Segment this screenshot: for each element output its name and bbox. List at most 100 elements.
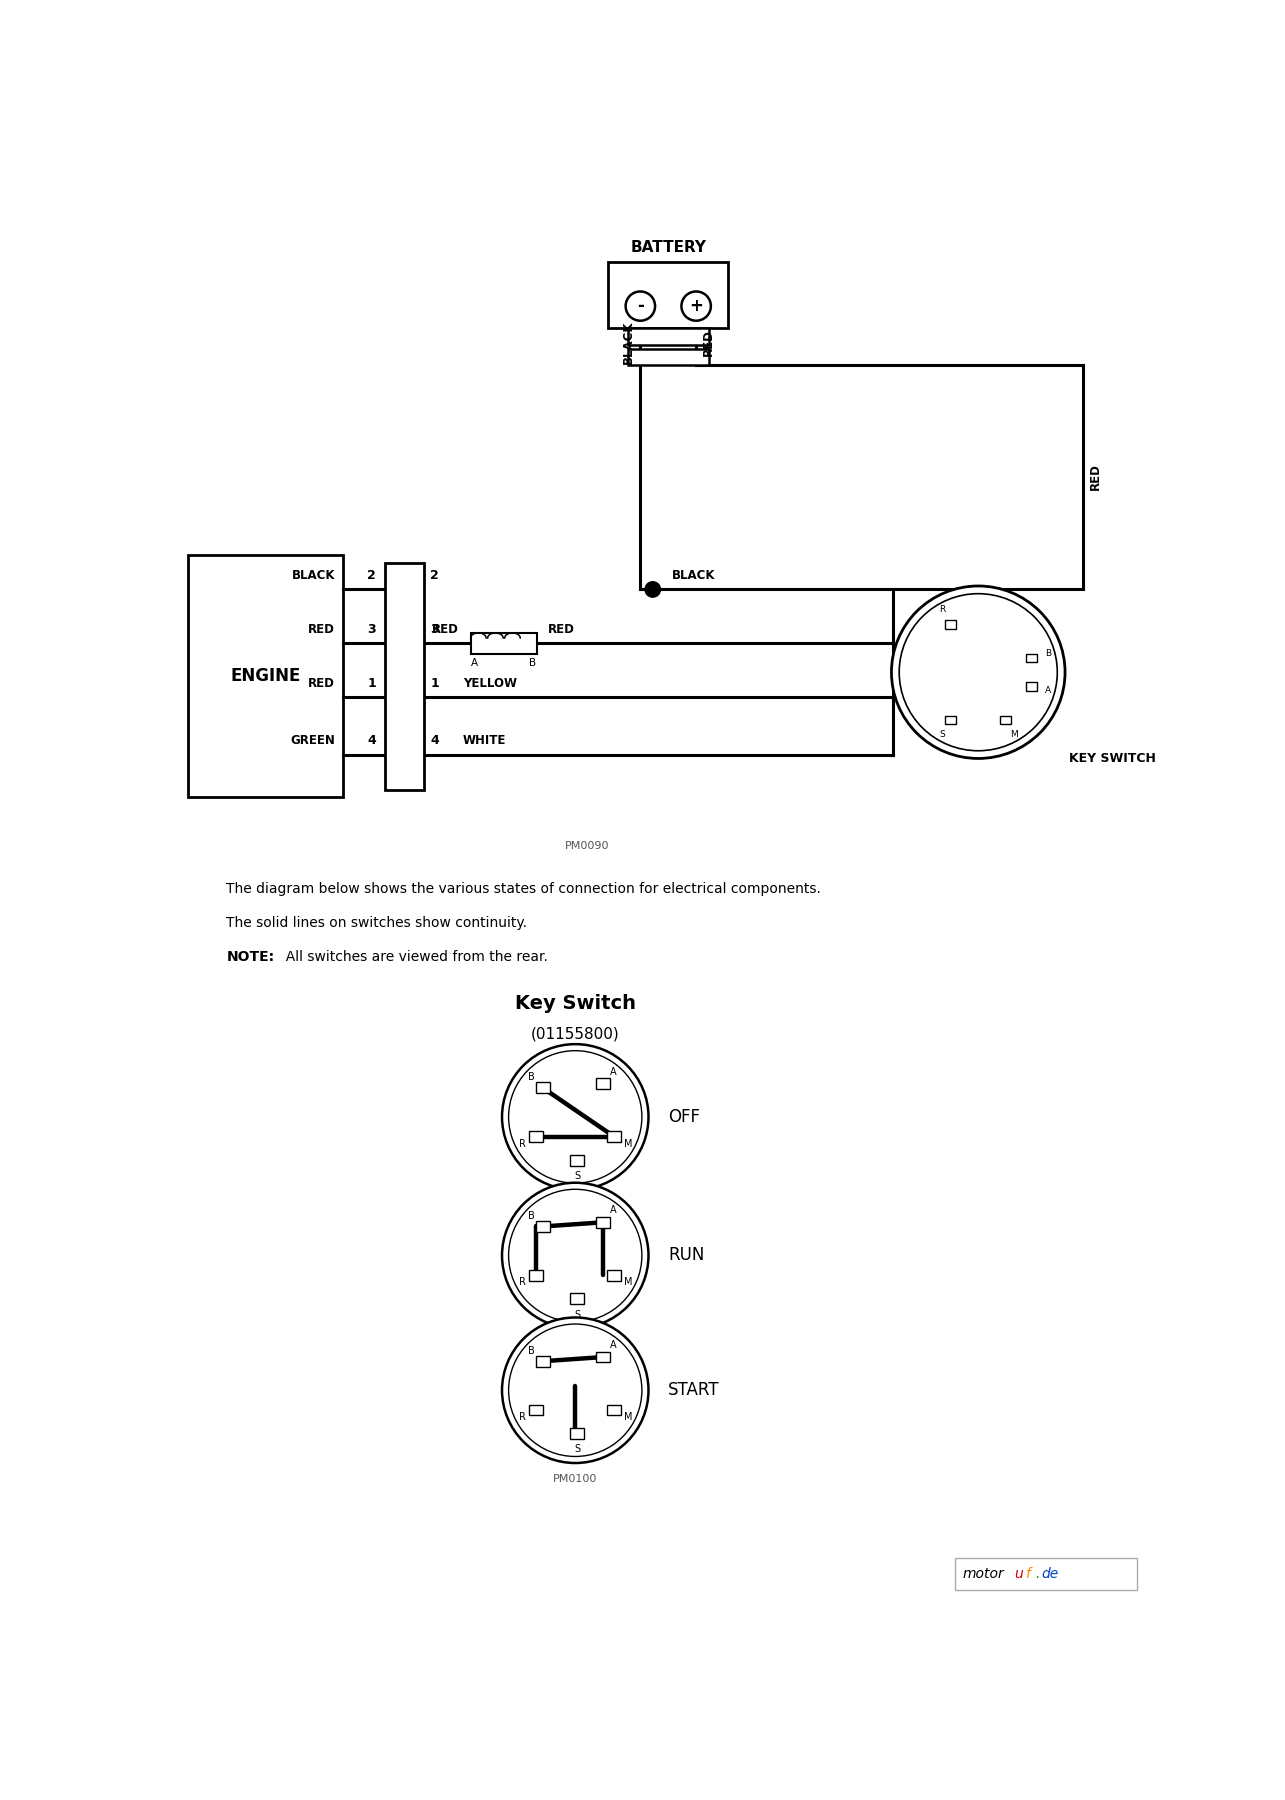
- Bar: [1027, 682, 1037, 691]
- Bar: [627, 349, 709, 365]
- Text: 2: 2: [368, 569, 377, 581]
- Text: PM0090: PM0090: [564, 841, 609, 851]
- Circle shape: [509, 1325, 642, 1456]
- Text: Key Switch: Key Switch: [515, 994, 636, 1013]
- Circle shape: [509, 1051, 642, 1183]
- Text: BLACK: BLACK: [622, 320, 635, 364]
- Text: 4: 4: [368, 734, 377, 747]
- Text: R: R: [939, 605, 946, 614]
- Text: 1: 1: [368, 677, 377, 689]
- Text: RED: RED: [432, 623, 459, 635]
- Circle shape: [681, 292, 711, 320]
- Text: f: f: [1025, 1568, 1031, 1580]
- Text: -: -: [637, 297, 644, 315]
- Text: A: A: [610, 1067, 617, 1076]
- Text: GREEN: GREEN: [290, 734, 335, 747]
- Text: 3: 3: [430, 623, 439, 635]
- Text: (01155800): (01155800): [531, 1026, 619, 1040]
- Bar: [529, 1269, 544, 1280]
- Circle shape: [502, 1318, 649, 1463]
- Text: BLACK: BLACK: [672, 569, 716, 581]
- Text: A: A: [610, 1206, 617, 1215]
- Bar: [608, 1404, 621, 1415]
- Text: All switches are viewed from the rear.: All switches are viewed from the rear.: [276, 950, 547, 963]
- Bar: [1027, 653, 1037, 662]
- Text: R: R: [519, 1413, 526, 1422]
- Text: RED: RED: [308, 623, 335, 635]
- Bar: [188, 554, 343, 797]
- Text: START: START: [668, 1381, 720, 1399]
- Bar: [946, 716, 956, 724]
- Text: The diagram below shows the various states of connection for electrical componen: The diagram below shows the various stat…: [226, 882, 821, 896]
- Bar: [569, 1427, 583, 1438]
- Text: M: M: [625, 1139, 632, 1148]
- Circle shape: [509, 1190, 642, 1321]
- Bar: [1001, 716, 1011, 724]
- Bar: [386, 562, 424, 790]
- Text: RED: RED: [549, 623, 574, 635]
- Text: .: .: [1034, 1568, 1040, 1580]
- Circle shape: [626, 292, 655, 320]
- Text: +: +: [689, 297, 703, 315]
- Text: M: M: [625, 1413, 632, 1422]
- Bar: [596, 1352, 610, 1363]
- Text: B: B: [528, 1346, 535, 1355]
- Circle shape: [502, 1044, 649, 1190]
- Text: RED: RED: [702, 329, 714, 356]
- Bar: [596, 1217, 610, 1228]
- Text: A: A: [1045, 686, 1051, 695]
- Bar: [608, 263, 729, 328]
- Bar: [608, 1130, 621, 1141]
- Text: B: B: [528, 1211, 535, 1220]
- Text: The solid lines on switches show continuity.: The solid lines on switches show continu…: [226, 916, 528, 931]
- Text: M: M: [625, 1278, 632, 1287]
- Text: B: B: [529, 659, 536, 668]
- Circle shape: [899, 594, 1058, 751]
- Text: 1: 1: [430, 677, 439, 689]
- Text: ENGINE: ENGINE: [230, 668, 301, 686]
- Bar: [569, 1294, 583, 1305]
- Text: S: S: [939, 731, 944, 740]
- Text: u: u: [1015, 1568, 1023, 1580]
- Bar: [608, 1269, 621, 1280]
- Text: S: S: [574, 1310, 581, 1319]
- Bar: [536, 1220, 550, 1231]
- Text: BATTERY: BATTERY: [630, 239, 707, 254]
- Bar: [529, 1404, 544, 1415]
- Text: RED: RED: [1090, 464, 1103, 490]
- Text: 3: 3: [368, 623, 377, 635]
- Bar: [955, 1559, 1137, 1591]
- Bar: [627, 328, 709, 344]
- Bar: [569, 1156, 583, 1166]
- Text: S: S: [574, 1444, 581, 1454]
- Text: BLACK: BLACK: [292, 569, 335, 581]
- Text: NOTE:: NOTE:: [226, 950, 275, 963]
- Text: B: B: [528, 1073, 535, 1082]
- Circle shape: [645, 581, 660, 598]
- Text: R: R: [519, 1139, 526, 1148]
- Text: de: de: [1041, 1568, 1059, 1580]
- Bar: [529, 1130, 544, 1141]
- Circle shape: [502, 1183, 649, 1328]
- Circle shape: [892, 587, 1065, 758]
- Bar: [536, 1082, 550, 1093]
- Text: RUN: RUN: [668, 1246, 704, 1264]
- Bar: [946, 621, 956, 628]
- Text: S: S: [574, 1172, 581, 1181]
- Bar: [596, 1078, 610, 1089]
- Text: A: A: [470, 659, 478, 668]
- Text: 2: 2: [430, 569, 439, 581]
- Bar: [470, 632, 537, 653]
- Text: PM0100: PM0100: [553, 1474, 598, 1483]
- Text: OFF: OFF: [668, 1109, 700, 1127]
- Text: R: R: [519, 1278, 526, 1287]
- Bar: [536, 1355, 550, 1366]
- Text: RED: RED: [308, 677, 335, 689]
- Text: M: M: [1010, 731, 1018, 740]
- Text: YELLOW: YELLOW: [463, 677, 517, 689]
- Text: A: A: [610, 1339, 617, 1350]
- Text: 4: 4: [430, 734, 439, 747]
- Text: WHITE: WHITE: [463, 734, 506, 747]
- Text: KEY SWITCH: KEY SWITCH: [1069, 752, 1155, 765]
- Text: B: B: [1045, 650, 1051, 659]
